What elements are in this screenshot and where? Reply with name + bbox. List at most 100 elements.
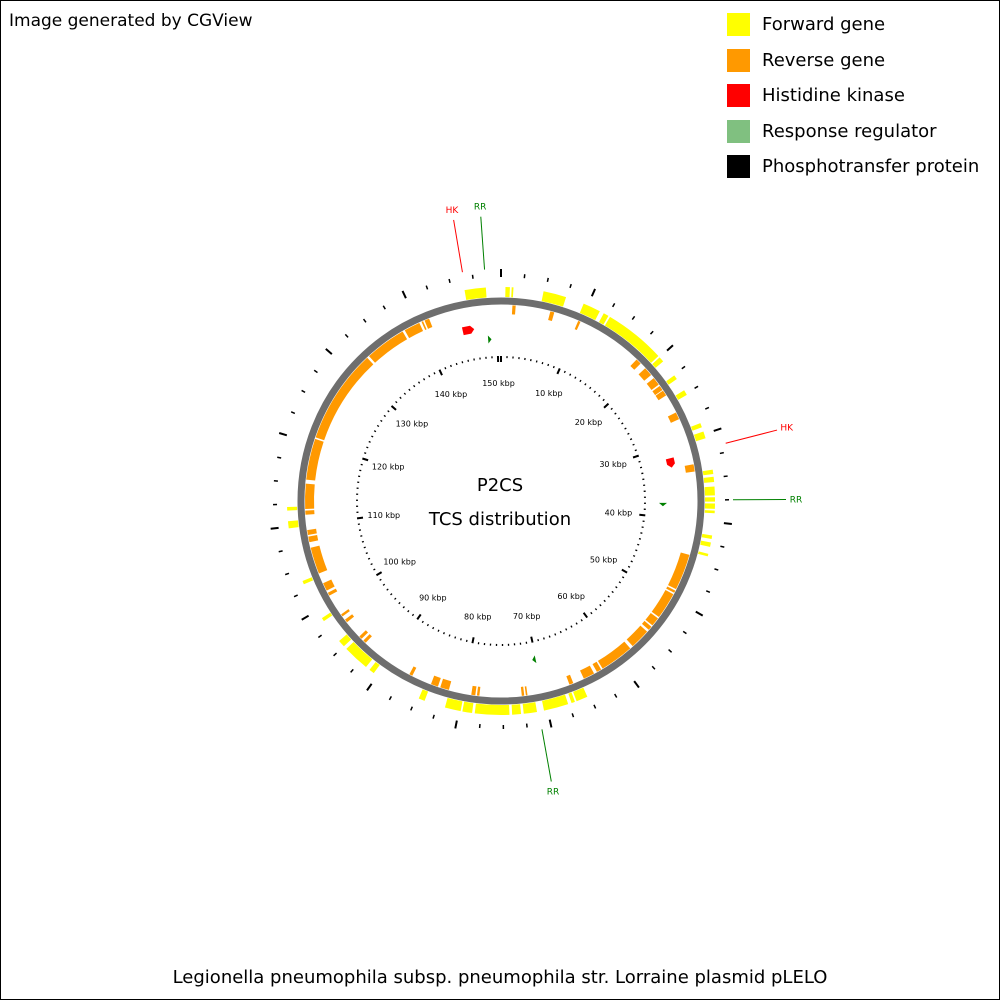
inner-tick bbox=[428, 374, 431, 378]
legend-label: Forward gene bbox=[762, 14, 886, 36]
forward-gene bbox=[704, 510, 715, 514]
legend-item: Phosphotransfer protein bbox=[727, 149, 979, 185]
tick-label: 120 kbp bbox=[372, 462, 405, 471]
outer-tick bbox=[313, 369, 318, 374]
outer-tick bbox=[284, 572, 290, 576]
inner-tick bbox=[382, 583, 386, 586]
inner-tick bbox=[634, 449, 637, 452]
forward-gene bbox=[505, 287, 510, 298]
inner-tick bbox=[637, 543, 640, 546]
outer-tick bbox=[695, 610, 704, 617]
reverse-gene bbox=[548, 311, 555, 322]
inner-tick bbox=[584, 383, 587, 386]
inner-tick bbox=[554, 633, 557, 636]
forward-gene bbox=[704, 503, 715, 509]
forward-gene bbox=[462, 701, 474, 714]
inner-tick bbox=[621, 576, 625, 579]
outer-tick bbox=[290, 411, 296, 415]
histidine-kinase-gene bbox=[461, 325, 475, 336]
inner-tick bbox=[366, 446, 369, 449]
reverse-gene bbox=[341, 609, 350, 617]
tick-label: 110 kbp bbox=[368, 511, 401, 520]
reverse-gene-track bbox=[305, 305, 695, 696]
reverse-gene-swatch bbox=[727, 48, 750, 72]
forward-gene bbox=[511, 704, 522, 715]
reverse-gene bbox=[580, 665, 595, 679]
annotation-leader bbox=[541, 729, 552, 782]
outer-tick bbox=[333, 652, 338, 657]
legend-label: Reverse gene bbox=[762, 49, 886, 71]
histidine-kinase-swatch bbox=[727, 84, 750, 108]
forward-gene bbox=[703, 476, 715, 483]
inner-tick bbox=[559, 630, 562, 634]
outer-tick bbox=[293, 594, 299, 598]
reverse-gene bbox=[524, 686, 528, 696]
reverse-gene bbox=[646, 378, 659, 390]
outer-tick bbox=[388, 695, 393, 701]
legend-label: Histidine kinase bbox=[762, 85, 905, 107]
inner-tick bbox=[356, 516, 364, 520]
outer-tick bbox=[425, 285, 429, 290]
tick-label: 90 kbp bbox=[419, 593, 447, 602]
reverse-gene bbox=[305, 483, 315, 509]
reverse-gene bbox=[668, 552, 690, 590]
inner-tick bbox=[376, 424, 380, 428]
forward-gene bbox=[321, 612, 333, 622]
inner-tick bbox=[632, 443, 635, 446]
inner-tick bbox=[390, 593, 393, 596]
inner-tick bbox=[365, 552, 368, 555]
forward-gene bbox=[604, 316, 659, 363]
inner-tick bbox=[617, 417, 621, 420]
tick-label: 30 kbp bbox=[599, 460, 627, 469]
reverse-gene bbox=[308, 534, 319, 543]
inner-tick bbox=[598, 394, 601, 397]
forward-gene bbox=[704, 486, 715, 496]
backbone-ring bbox=[297, 297, 705, 705]
reverse-gene bbox=[359, 630, 369, 639]
outer-tick bbox=[448, 278, 451, 284]
inner-tick bbox=[599, 604, 602, 607]
outer-tick bbox=[401, 290, 407, 299]
inner-tick bbox=[442, 632, 445, 635]
inner-tick bbox=[563, 370, 566, 374]
reverse-gene bbox=[307, 528, 317, 535]
outer-tick bbox=[681, 365, 686, 370]
inner-tick bbox=[375, 571, 383, 577]
annotation-label: RR bbox=[474, 203, 487, 213]
outer-tick bbox=[362, 318, 367, 323]
inner-tick bbox=[373, 430, 377, 433]
inner-tick bbox=[454, 636, 457, 639]
outer-tick bbox=[614, 693, 618, 698]
inner-tick bbox=[421, 620, 424, 624]
annotation-label: RR bbox=[790, 495, 803, 505]
inner-tick bbox=[390, 405, 397, 411]
inner-tick bbox=[394, 597, 397, 600]
tick-label: 40 kbp bbox=[605, 509, 633, 518]
inner-tick bbox=[589, 386, 592, 390]
reverse-gene bbox=[404, 322, 424, 339]
inner-tick bbox=[367, 557, 371, 560]
reverse-gene bbox=[305, 510, 315, 515]
inner-tick bbox=[362, 457, 369, 462]
forward-gene bbox=[474, 703, 510, 715]
inner-tick bbox=[602, 398, 605, 402]
reverse-gene bbox=[667, 412, 680, 423]
inner-tick bbox=[387, 410, 390, 413]
caption: Legionella pneumophila subsp. pneumophil… bbox=[172, 967, 828, 988]
inner-tick bbox=[621, 422, 624, 425]
reverse-gene bbox=[424, 318, 433, 329]
inner-tick bbox=[630, 560, 633, 563]
reverse-gene bbox=[655, 390, 667, 401]
forward-gene-track bbox=[287, 287, 715, 715]
legend-label: Response regulator bbox=[762, 120, 937, 142]
outer-tick bbox=[633, 680, 640, 689]
reverse-gene bbox=[626, 625, 648, 647]
outer-tick bbox=[704, 406, 710, 410]
forward-gene bbox=[652, 357, 664, 368]
inner-tick bbox=[383, 414, 386, 418]
tick-label: 150 kbp bbox=[482, 379, 515, 388]
inner-tick bbox=[379, 578, 382, 581]
tick-label: 80 kbp bbox=[464, 613, 492, 622]
reverse-gene bbox=[471, 685, 477, 696]
inner-tick-ring bbox=[355, 356, 646, 646]
